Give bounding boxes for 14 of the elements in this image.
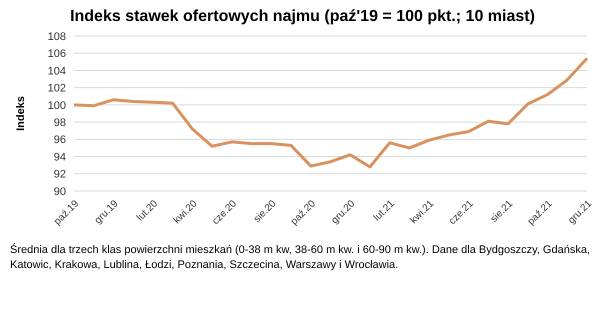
y-tick-label: 102 [48, 82, 66, 95]
y-tick-label: 90 [54, 186, 66, 198]
text: Średnia dla trzech klas powierzchni mieszkań (0-38 m kw, 38-60 m kw. i 60-90 m kw.). Dane dla Bydgoszczy, Gdańska, Katowic, Krakowa, Lublina, Łodzi, Poznania, Szczecina, Warszawy i Wrocławia. [9, 243, 591, 273]
y-tick-label: 94 [54, 151, 66, 164]
y-tick-label: 96 [54, 134, 66, 146]
chart-title: Indeks stawek ofertowych najmu (paź'19 = 100 pkt.; 10 miast) [69, 8, 536, 26]
line-series [72, 56, 588, 168]
y-tick-label: 108 [48, 30, 66, 43]
y-tick-label: 100 [48, 100, 66, 112]
y-tick-label: 92 [54, 168, 66, 181]
y-tick-label: 98 [54, 117, 66, 130]
y-tick-label: 104 [48, 65, 66, 78]
y-axis-title: Indeks [14, 96, 27, 131]
y-tick-label: 106 [48, 48, 66, 60]
